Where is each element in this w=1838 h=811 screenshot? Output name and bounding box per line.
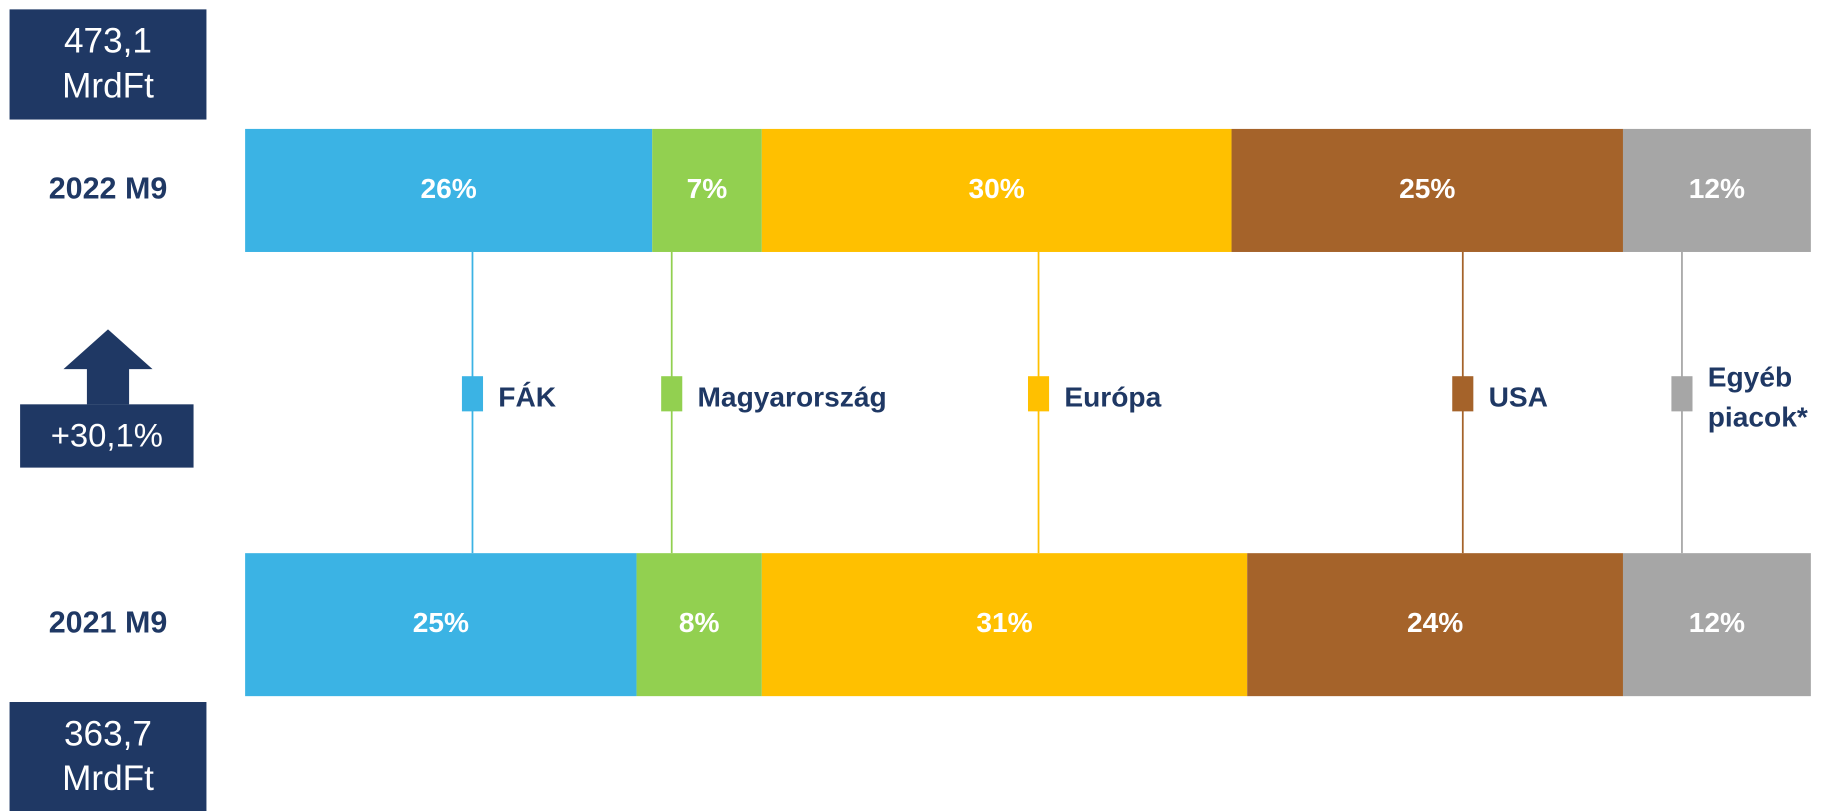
bar-segment bbox=[1622, 128, 1811, 252]
legend-label: Magyarország bbox=[697, 382, 887, 414]
legend-label: Európa bbox=[1064, 382, 1162, 414]
legend-swatch bbox=[1027, 376, 1050, 412]
total-box bbox=[9, 702, 207, 811]
value-label: 12% bbox=[1689, 607, 1745, 638]
legend-label-wrap: Egyéb piacok* bbox=[1707, 362, 1808, 434]
legend-swatch bbox=[461, 376, 484, 412]
legend-label: FÁK bbox=[498, 382, 557, 414]
change-value: +30,1% bbox=[50, 417, 163, 454]
value-label: 7% bbox=[687, 173, 728, 204]
bar-segment bbox=[636, 553, 762, 697]
total-value-wrap: 473,1 MrdFt bbox=[62, 22, 154, 106]
total-value: 363,7 MrdFt bbox=[62, 714, 154, 799]
bar-segment bbox=[1247, 553, 1623, 697]
legend-label-wrap: USA bbox=[1488, 382, 1548, 414]
bar-segment bbox=[1231, 128, 1623, 252]
bar-segment bbox=[761, 128, 1232, 252]
legend-swatch bbox=[1452, 376, 1474, 412]
value-label: 26% bbox=[421, 173, 477, 204]
value-label: 25% bbox=[1399, 173, 1455, 204]
total-box bbox=[9, 9, 207, 120]
bar-segment bbox=[652, 128, 762, 252]
bar-segment bbox=[245, 128, 653, 252]
legend-label-wrap: Európa bbox=[1064, 382, 1162, 414]
change-value-wrap: +30,1% bbox=[50, 417, 163, 454]
change-box bbox=[20, 404, 194, 468]
legend-label: Egyéb piacok* bbox=[1707, 362, 1808, 434]
value-label: 25% bbox=[413, 607, 469, 638]
up-arrow bbox=[63, 329, 153, 405]
legend-label-wrap: FÁK bbox=[498, 382, 557, 414]
value-label: 12% bbox=[1689, 173, 1745, 204]
total-value-wrap: 363,7 MrdFt bbox=[62, 714, 154, 799]
legend-label: USA bbox=[1488, 382, 1548, 414]
bar-segment bbox=[1622, 553, 1811, 697]
total-value: 473,1 MrdFt bbox=[62, 22, 154, 106]
value-label: 30% bbox=[969, 173, 1025, 204]
bar-segment bbox=[245, 553, 637, 697]
category-label: 2022 M9 bbox=[49, 171, 168, 205]
value-label: 31% bbox=[976, 607, 1032, 638]
legend-swatch bbox=[661, 376, 683, 412]
category-label: 2021 M9 bbox=[49, 606, 168, 640]
bar-segment bbox=[761, 553, 1248, 697]
legend-swatch bbox=[1671, 376, 1693, 412]
value-label: 24% bbox=[1407, 607, 1463, 638]
value-label: 8% bbox=[679, 607, 720, 638]
legend-label-wrap: Magyarország bbox=[697, 382, 887, 414]
